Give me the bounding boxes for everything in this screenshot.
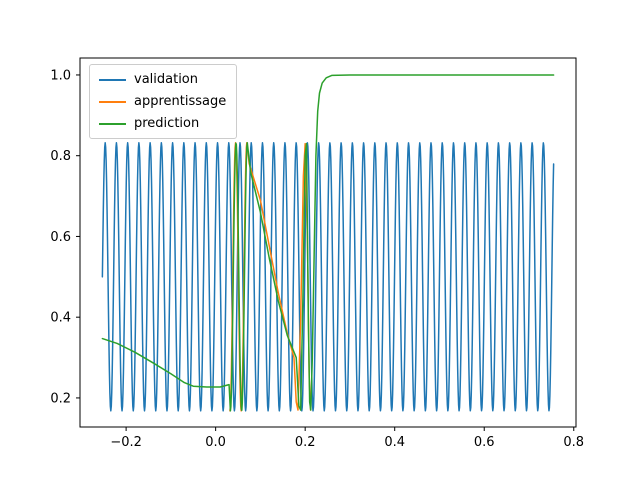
series-layer [101, 74, 555, 412]
ticks-layer: −0.2 0.0 0.2 0.4 0.6 0.8 0.2 0.4 0.6 0.8 1.0 [50, 68, 584, 450]
y-tick-label: 1.0 [50, 68, 71, 83]
x-tick-label: 0.4 [384, 435, 405, 450]
legend-label-apprentissage: apprentissage [134, 94, 227, 109]
series-prediction-line [101, 74, 555, 412]
x-tick-label: 0.2 [295, 435, 316, 450]
y-tick-label: 0.6 [50, 230, 71, 245]
x-tick-label: −0.2 [110, 435, 142, 450]
validation-line-swatch [99, 78, 126, 81]
prediction-line-swatch [99, 122, 126, 125]
x-tick-label: 0.8 [563, 435, 584, 450]
y-tick-label: 0.8 [50, 149, 71, 164]
y-tick-label: 0.2 [50, 391, 71, 406]
legend-label-prediction: prediction [134, 116, 200, 131]
y-tick-label: 0.4 [50, 311, 71, 326]
apprentissage-line-swatch [99, 100, 126, 103]
legend: validation apprentissage prediction [89, 64, 238, 139]
x-tick-label: 0.0 [205, 435, 226, 450]
legend-entry-validation: validation [99, 72, 226, 87]
series-validation-line [101, 142, 555, 412]
legend-entry-prediction: prediction [99, 116, 226, 131]
legend-entry-apprentissage: apprentissage [99, 94, 226, 109]
x-tick-label: 0.6 [474, 435, 495, 450]
legend-label-validation: validation [134, 72, 199, 87]
